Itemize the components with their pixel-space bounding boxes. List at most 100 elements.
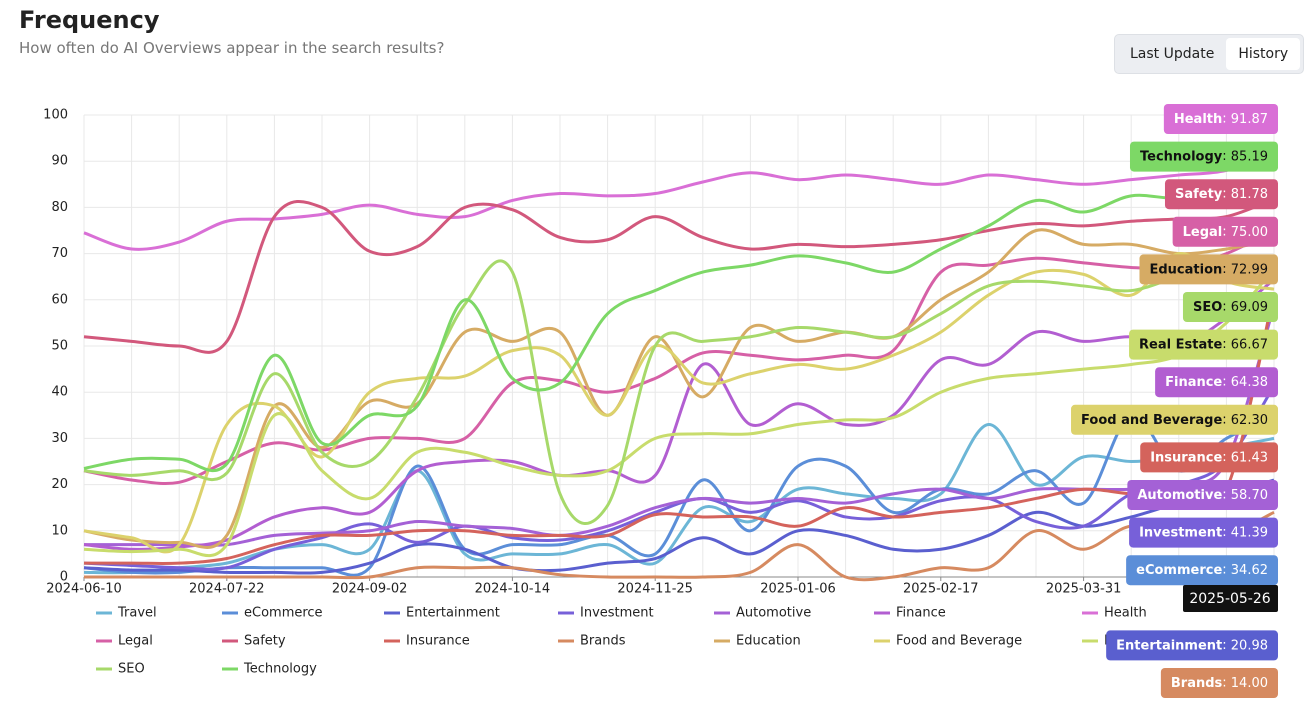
tooltip-value: 34.62 bbox=[1231, 563, 1268, 578]
y-tick-label: 90 bbox=[51, 154, 68, 169]
tooltip-text: Food and Beverage: 62.30 bbox=[1081, 412, 1268, 427]
tooltip-value: 66.67 bbox=[1231, 337, 1268, 352]
tooltip-item: Food and Beverage: 62.30 bbox=[1071, 404, 1278, 435]
series-line bbox=[84, 510, 1275, 582]
legend-label: Investment bbox=[580, 606, 654, 621]
legend-item[interactable]: Travel bbox=[96, 606, 157, 621]
x-tick-label: 2025-03-31 bbox=[1046, 582, 1122, 597]
series-line bbox=[83, 423, 1275, 575]
y-tick-label: 70 bbox=[51, 246, 68, 261]
tooltip-name: eCommerce bbox=[1136, 563, 1222, 578]
tooltip-name: SEO bbox=[1193, 300, 1222, 315]
tooltip-value: 81.78 bbox=[1231, 187, 1268, 202]
legend-item[interactable]: Food and Beverage bbox=[874, 634, 1022, 649]
tooltip-name: Real Estate bbox=[1139, 337, 1222, 352]
tooltip-value: 61.43 bbox=[1231, 450, 1268, 465]
legend-item[interactable]: Education bbox=[714, 634, 801, 649]
series-line bbox=[83, 252, 1275, 554]
legend-item[interactable]: Finance bbox=[874, 606, 946, 621]
tooltip-name: Safety bbox=[1175, 187, 1223, 202]
tooltip-text: Technology: 85.19 bbox=[1140, 149, 1268, 164]
y-tick-label: 60 bbox=[51, 292, 68, 307]
tooltip-name: Entertainment bbox=[1116, 638, 1222, 653]
series-line bbox=[83, 229, 1275, 485]
tooltip-box bbox=[1127, 480, 1278, 510]
tooltip-text: Brands: 14.00 bbox=[1171, 676, 1268, 691]
legend-item[interactable]: Safety bbox=[222, 634, 286, 649]
y-tick-label: 20 bbox=[51, 477, 68, 492]
tooltip-box bbox=[1182, 292, 1278, 322]
subtitle: How often do AI Overviews appear in the … bbox=[19, 39, 445, 57]
series-line bbox=[83, 478, 1275, 575]
legend-item[interactable]: Brands bbox=[558, 634, 626, 649]
series-line bbox=[83, 413, 1275, 577]
tooltip-text: Finance: 64.38 bbox=[1165, 375, 1268, 390]
legend-label: Legal bbox=[118, 634, 153, 649]
title: Frequency bbox=[19, 6, 160, 34]
legend-label: Technology bbox=[243, 662, 317, 677]
series-line bbox=[83, 181, 1275, 472]
tooltip-box bbox=[1129, 329, 1278, 360]
y-tick-label: 30 bbox=[51, 431, 68, 446]
tooltip-box bbox=[1126, 555, 1278, 586]
series-line bbox=[83, 256, 1275, 525]
series-line bbox=[83, 151, 1275, 251]
tooltip-item: SEO: 69.09 bbox=[1182, 292, 1278, 322]
legend-label: Entertainment bbox=[406, 606, 500, 621]
tooltip-box bbox=[1139, 254, 1278, 285]
legend-item[interactable]: Health bbox=[1082, 606, 1147, 621]
x-tick-label: 2024-06-10 bbox=[46, 582, 122, 597]
tooltip-name: Finance bbox=[1165, 375, 1222, 390]
legend-item[interactable]: Automotive bbox=[714, 606, 811, 621]
tooltip-box bbox=[1106, 630, 1278, 661]
tooltip-item: Brands: 14.00 bbox=[1160, 668, 1278, 698]
y-tick-label: 100 bbox=[43, 108, 68, 123]
legend-item[interactable]: Entertainment bbox=[384, 606, 500, 621]
legend-label: Travel bbox=[117, 606, 157, 621]
history-button[interactable]: History bbox=[1226, 38, 1301, 70]
series-line bbox=[84, 292, 1276, 565]
y-tick-label: 40 bbox=[51, 385, 68, 400]
tooltip-item: Finance: 64.38 bbox=[1155, 367, 1278, 398]
x-tick-label: 2025-01-06 bbox=[760, 582, 836, 597]
legend-item[interactable]: eCommerce bbox=[222, 606, 323, 621]
tooltip-value: 41.39 bbox=[1231, 525, 1268, 540]
legend-label: Brands bbox=[580, 634, 626, 649]
legend-item[interactable]: SEO bbox=[96, 662, 145, 677]
tooltip-text: Insurance: 61.43 bbox=[1150, 450, 1268, 465]
tooltip-box bbox=[1164, 179, 1278, 210]
tooltip-item: Automotive: 58.70 bbox=[1127, 480, 1278, 510]
tooltip-text: Legal: 75.00 bbox=[1183, 224, 1268, 239]
tooltip-value: 72.99 bbox=[1231, 262, 1268, 277]
tooltip-box bbox=[1129, 141, 1278, 172]
legend-label: eCommerce bbox=[244, 606, 323, 621]
tooltip-text: Real Estate: 66.67 bbox=[1139, 337, 1268, 352]
tooltip-item: Safety: 81.78 bbox=[1164, 179, 1278, 210]
tooltip-name: Education bbox=[1149, 262, 1222, 277]
tooltip-text: Education: 72.99 bbox=[1149, 262, 1268, 277]
legend-item[interactable]: Technology bbox=[222, 662, 317, 677]
legend-item[interactable]: Legal bbox=[96, 634, 153, 649]
legend-item[interactable]: Insurance bbox=[384, 634, 470, 649]
tooltip-name: Insurance bbox=[1150, 450, 1222, 465]
tooltip-date: 2025-05-26 bbox=[1183, 585, 1278, 612]
tooltip-item: Real Estate: 66.67 bbox=[1129, 329, 1278, 360]
tooltip-value: 85.19 bbox=[1231, 149, 1268, 164]
legend-label: Food and Beverage bbox=[896, 634, 1022, 649]
tooltip-name: Investment bbox=[1139, 525, 1222, 540]
tooltip-item: Insurance: 61.43 bbox=[1140, 442, 1278, 473]
tooltip-date-label: 2025-05-26 bbox=[1189, 591, 1270, 607]
legend-label: Safety bbox=[244, 634, 286, 649]
series-line bbox=[83, 267, 1276, 558]
tooltip-name: Technology bbox=[1140, 149, 1223, 164]
legend-label: Insurance bbox=[406, 634, 470, 649]
tooltip-item: Investment: 41.39 bbox=[1129, 517, 1278, 548]
tooltip-box bbox=[1140, 442, 1278, 473]
last-update-button[interactable]: Last Update bbox=[1118, 38, 1226, 70]
tooltip-text: Safety: 81.78 bbox=[1175, 187, 1268, 202]
tooltip-text: SEO: 69.09 bbox=[1193, 300, 1268, 315]
series-line bbox=[83, 278, 1275, 551]
legend-item[interactable]: Investment bbox=[558, 606, 654, 621]
view-toggle: Last Update History bbox=[1114, 34, 1305, 74]
